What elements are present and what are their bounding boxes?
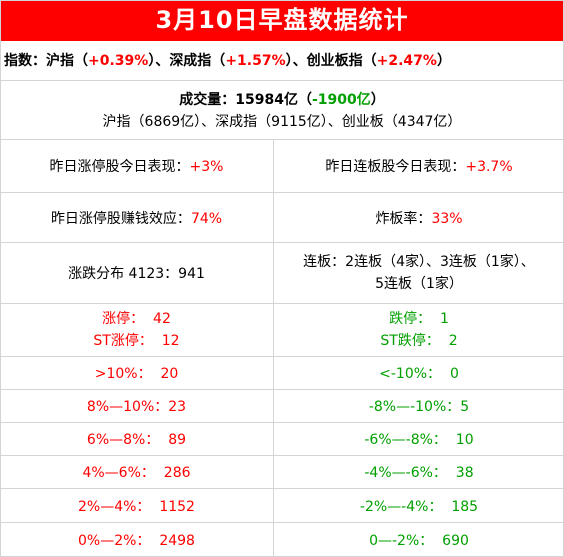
volume-detail: 沪指（6869亿）、深成指（9115亿）、创业板（4347亿） — [102, 114, 462, 130]
range-row: 8%—10%：23 -8%—-10%：5 — [0, 390, 564, 423]
consecutive-boards-line2: 5连板（1家） — [375, 276, 463, 292]
performance-row: 昨日涨停股今日表现：+3% 昨日连板股今日表现：+3.7% — [0, 140, 564, 193]
limitup-count: 涨停： 42 — [102, 311, 171, 327]
consecutive-boards-cell: 连板：2连板（4家）、3连板（1家）、 5连板（1家） — [274, 243, 564, 303]
cy-index-close: ） — [436, 53, 451, 69]
sh-index-label: 沪指（ — [46, 53, 88, 69]
range-down-cell: -8%—-10%：5 — [368, 399, 470, 415]
range-row: 0%—2%： 2498 0—-2%： 690 — [0, 523, 564, 557]
st-limitdown-count: ST跌停： 2 — [380, 333, 458, 349]
volume-change: -1900亿 — [311, 92, 371, 108]
range-up-cell: 2%—4%： 1152 — [0, 489, 274, 522]
range-down-cell: -2%—-4%： 185 — [359, 498, 479, 515]
range-row: >10%： 20 <-10%： 0 — [0, 357, 564, 390]
limit-row: 涨停： 42 ST涨停： 12 跌停： 1 ST跌停： 2 — [0, 304, 564, 357]
indices-prefix: 指数： — [4, 53, 46, 69]
break-rate-value: 33% — [431, 210, 463, 227]
limitup-counts-cell: 涨停： 42 ST涨停： 12 — [0, 304, 274, 356]
distribution-text: 涨跌分布 4123：941 — [68, 266, 205, 282]
limitdown-count: 跌停： 1 — [389, 311, 449, 327]
range-row: 2%—4%： 1152 -2%—-4%： 185 — [0, 489, 564, 523]
volume-row: 成交量：15984亿（-1900亿） 沪指（6869亿）、深成指（9115亿）、… — [0, 81, 564, 140]
sh-index-close: ）、 — [148, 53, 170, 69]
volume-close: ） — [370, 92, 385, 108]
profit-row: 昨日涨停股赚钱效应：74% 炸板率：33% — [0, 193, 564, 243]
consecutive-performance-label: 昨日连板股今日表现： — [325, 159, 466, 175]
sz-index-close: ）、 — [285, 53, 307, 69]
consecutive-boards-line1: 连板：2连板（4家）、3连板（1家）、 — [303, 254, 535, 270]
range-up-cell: 4%—6%： 286 — [0, 456, 274, 488]
sh-index-change: +0.39% — [88, 53, 149, 69]
index-changes-row: 指数：沪指（+0.39%）、深成指（+1.57%）、创业板指（+2.47%） — [0, 41, 564, 81]
volume-label: 成交量：15984亿（ — [179, 92, 312, 108]
range-down-cell: -6%—-8%： 10 — [364, 432, 474, 448]
st-limitup-count: ST涨停： 12 — [93, 333, 180, 349]
range-down-cell: -4%—-6%： 38 — [364, 465, 474, 481]
profit-effect-value: 74% — [190, 210, 223, 227]
distribution-cell: 涨跌分布 4123：941 — [0, 243, 274, 303]
profit-effect-label: 昨日涨停股赚钱效应： — [50, 210, 191, 227]
limitdown-counts-cell: 跌停： 1 ST跌停： 2 — [274, 304, 564, 356]
range-up-cell: 0%—2%： 2498 — [0, 523, 274, 557]
profit-effect-cell: 昨日涨停股赚钱效应：74% — [0, 193, 274, 242]
limitup-performance-label: 昨日涨停股今日表现： — [49, 159, 190, 175]
consecutive-performance-cell: 昨日连板股今日表现：+3.7% — [274, 140, 564, 192]
limitup-performance-cell: 昨日涨停股今日表现：+3% — [0, 140, 274, 192]
range-up-cell: 6%—8%： 89 — [0, 423, 274, 455]
range-down-cell: <-10%： 0 — [379, 366, 459, 382]
break-rate-cell: 炸板率：33% — [274, 193, 564, 242]
range-up-cell: 8%—10%：23 — [0, 390, 274, 422]
range-row: 4%—6%： 286 -4%—-6%： 38 — [0, 456, 564, 489]
consecutive-performance-value: +3.7% — [465, 159, 513, 175]
sz-index-label: 深成指（ — [169, 53, 226, 69]
page-title: 3月10日早盘数据统计 — [0, 0, 564, 41]
range-row: 6%—8%： 89 -6%—-8%： 10 — [0, 423, 564, 456]
cy-index-change: +2.47% — [376, 53, 437, 69]
break-rate-label: 炸板率： — [375, 210, 432, 227]
sz-index-change: +1.57% — [225, 53, 286, 69]
limitup-performance-value: +3% — [189, 159, 224, 175]
range-up-cell: >10%： 20 — [0, 357, 274, 389]
distribution-row: 涨跌分布 4123：941 连板：2连板（4家）、3连板（1家）、 5连板（1家… — [0, 243, 564, 304]
cy-index-label: 创业板指（ — [306, 53, 377, 69]
range-down-cell: 0—-2%： 690 — [369, 533, 469, 549]
